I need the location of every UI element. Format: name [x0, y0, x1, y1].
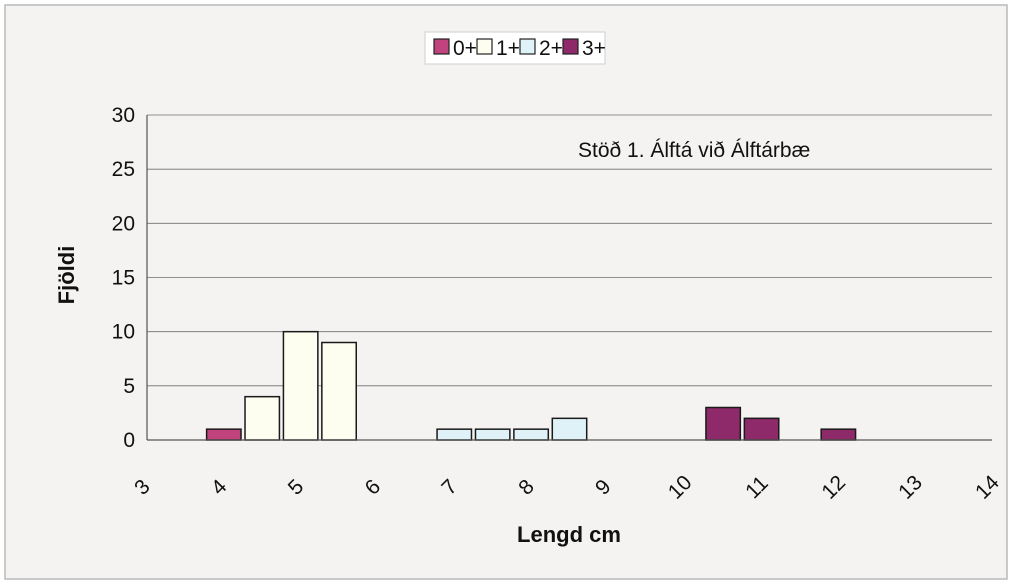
legend-label: 1+	[496, 37, 520, 60]
legend-swatch	[476, 38, 493, 55]
y-tick-label: 0	[123, 429, 135, 452]
legend-swatch	[433, 38, 450, 55]
y-axis-label: Fjöldi	[54, 246, 79, 305]
bar	[743, 417, 780, 441]
bar	[244, 395, 281, 441]
bar	[705, 406, 742, 441]
legend-swatch	[562, 38, 579, 55]
y-tick-label: 5	[123, 375, 135, 398]
legend-items: 0+ 1+ 2+ 3+	[433, 37, 606, 60]
bars	[205, 330, 857, 441]
y-tick-label: 15	[112, 267, 135, 290]
legend-label: 3+	[582, 37, 606, 60]
bar	[205, 428, 242, 441]
legend-label: 0+	[453, 37, 477, 60]
y-tick-label: 30	[112, 104, 135, 127]
bar	[436, 428, 473, 441]
legend-label: 2+	[539, 37, 563, 60]
legend-swatch	[519, 38, 536, 55]
x-axis-label: Lengd cm	[517, 522, 621, 547]
y-tick-label: 25	[112, 158, 135, 181]
bar	[321, 341, 358, 441]
bar	[282, 330, 319, 441]
bar	[513, 428, 550, 441]
y-tick-label: 10	[112, 321, 135, 344]
bar	[551, 417, 588, 441]
bar	[474, 428, 511, 441]
y-tick-labels: 0 5 10 15 20 25 30	[112, 104, 135, 452]
axes	[146, 115, 992, 441]
bar	[820, 428, 857, 441]
y-tick-label: 20	[112, 212, 135, 235]
chart-annotation: Stöð 1. Álftá við Álftárbæ	[578, 139, 810, 162]
